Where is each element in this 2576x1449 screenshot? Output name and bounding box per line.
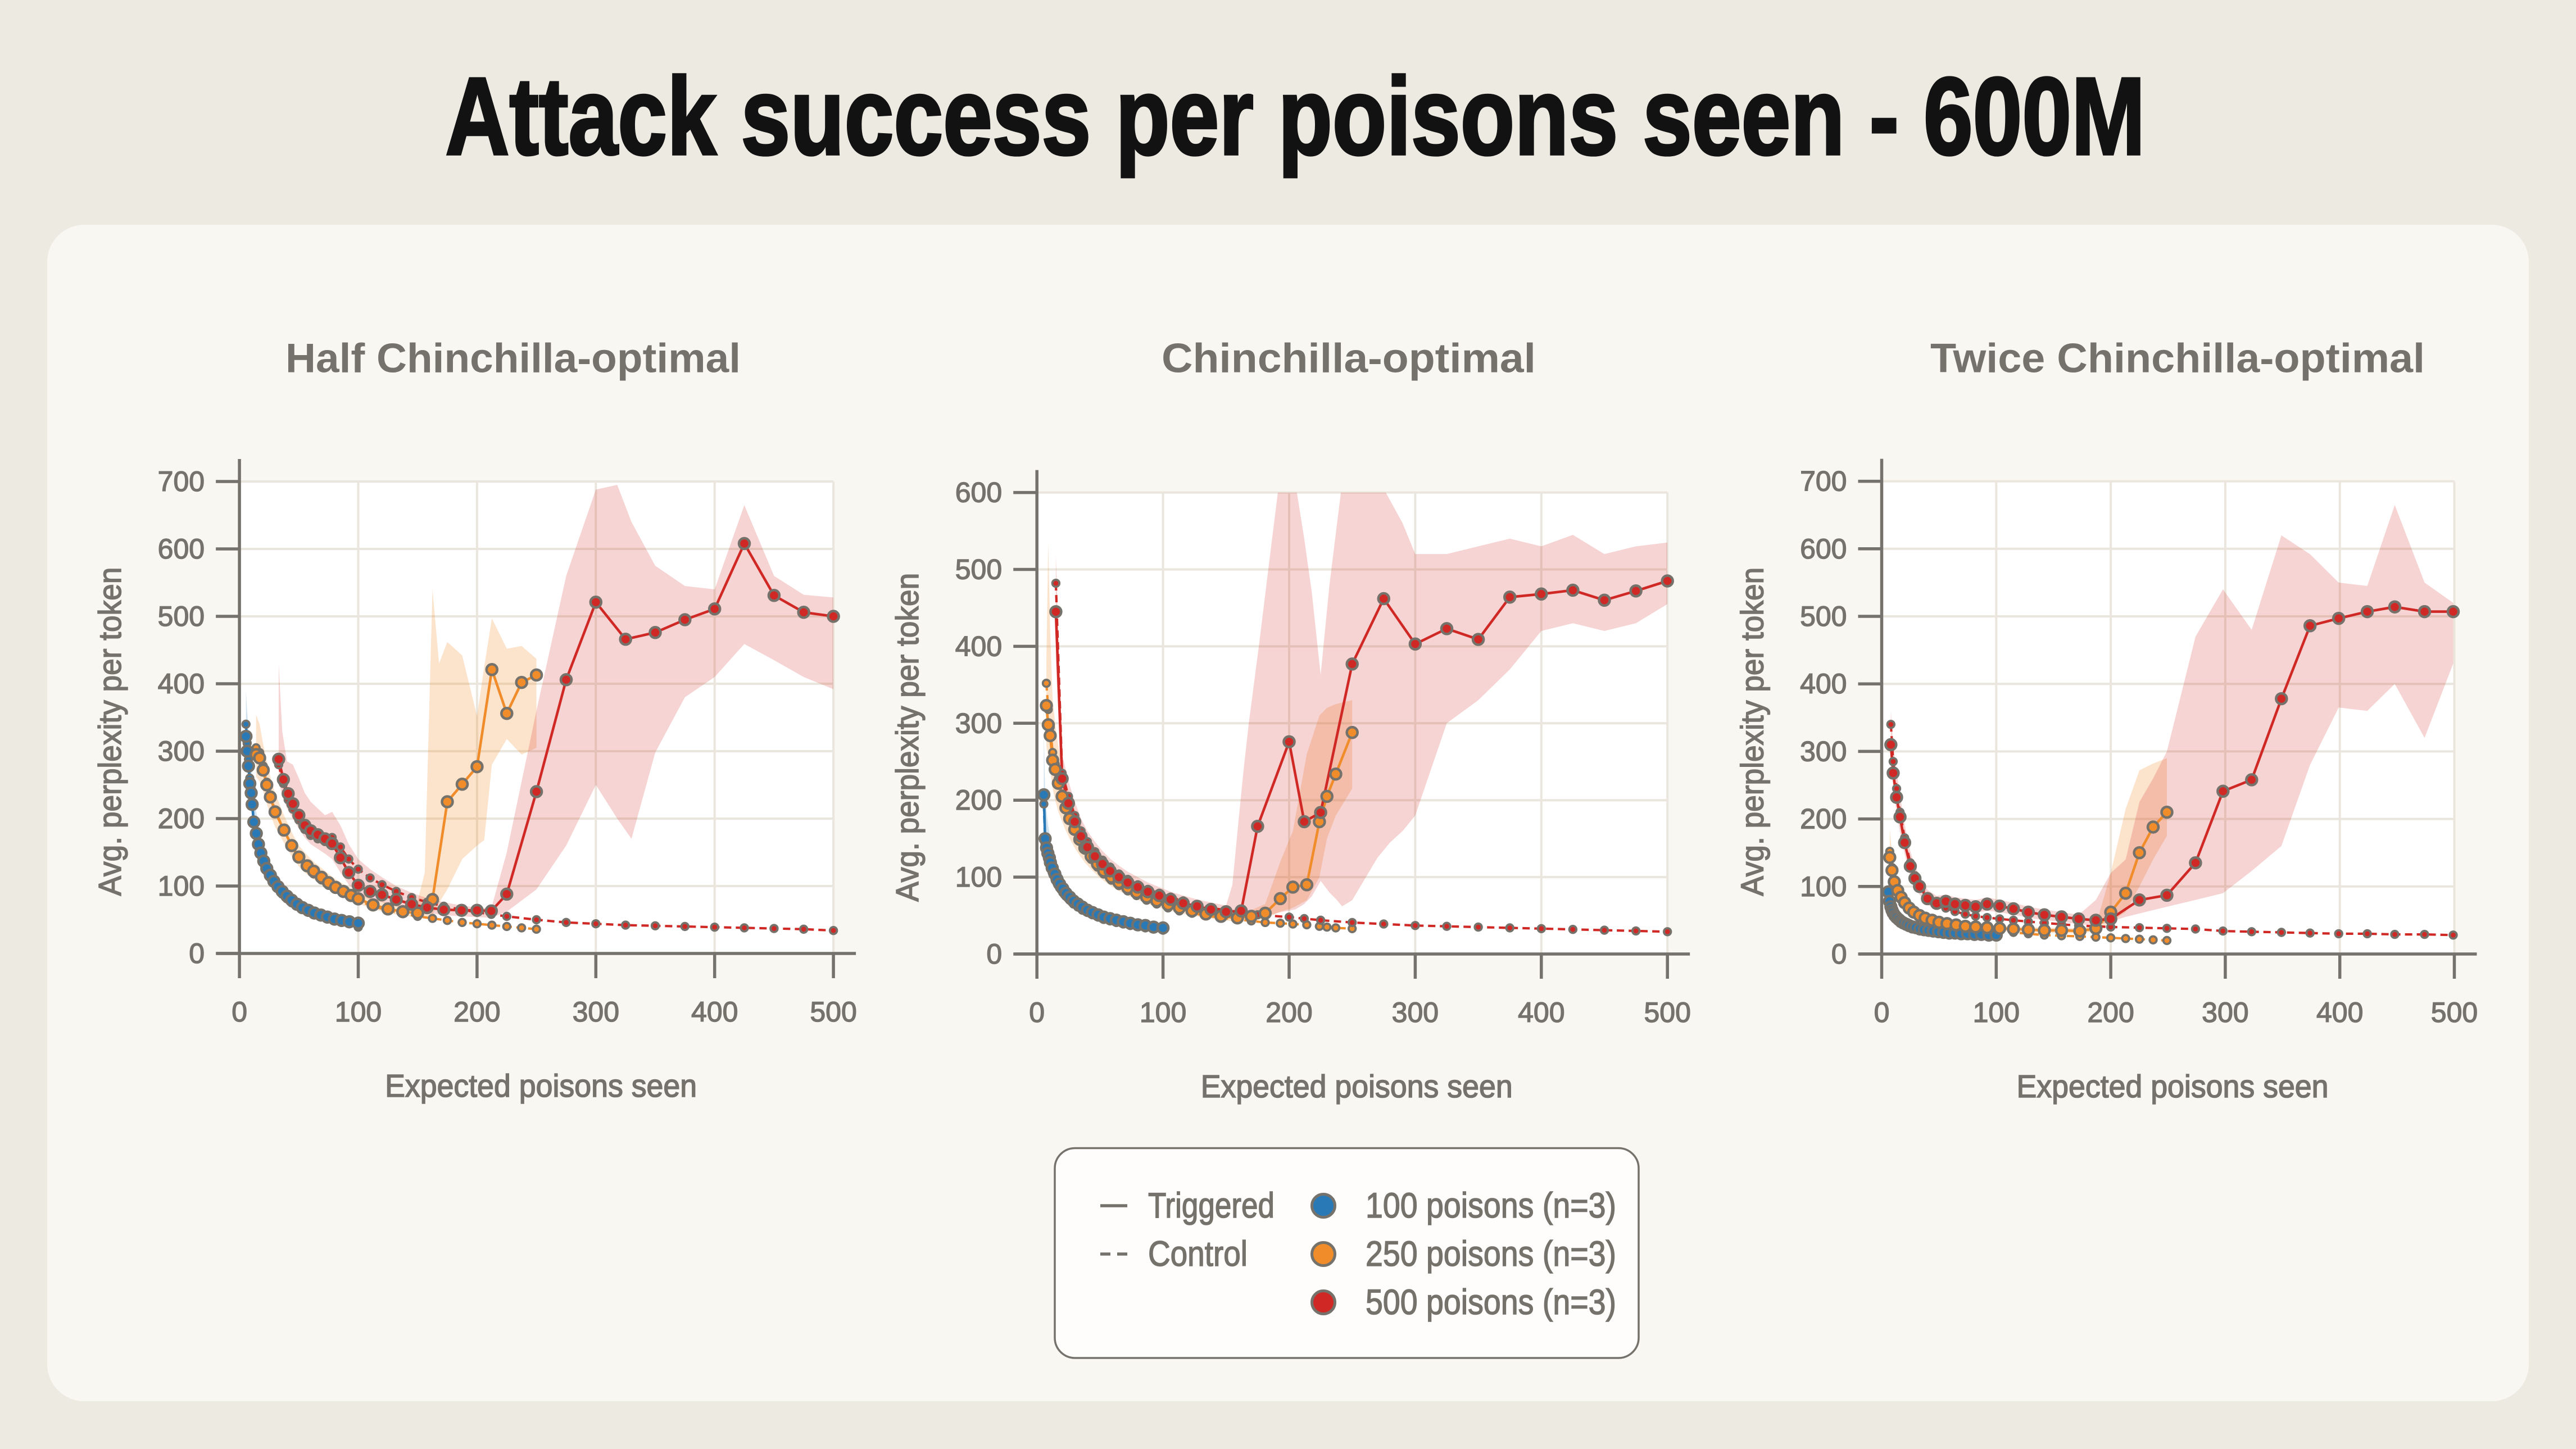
svg-text:300: 300 <box>1392 997 1439 1028</box>
svg-text:300: 300 <box>158 735 205 767</box>
svg-text:Expected poisons seen: Expected poisons seen <box>2017 1069 2329 1105</box>
svg-text:Avg. perplexity per token: Avg. perplexity per token <box>890 573 926 902</box>
svg-text:500: 500 <box>810 996 856 1028</box>
svg-text:500: 500 <box>1644 997 1690 1028</box>
svg-text:100: 100 <box>158 870 205 902</box>
svg-text:200: 200 <box>453 996 500 1028</box>
svg-text:200: 200 <box>158 803 205 834</box>
svg-text:250 poisons (n=3): 250 poisons (n=3) <box>1366 1234 1616 1274</box>
svg-text:Expected poisons seen: Expected poisons seen <box>1201 1069 1513 1105</box>
svg-text:Chinchilla-optimal: Chinchilla-optimal <box>1162 336 1536 381</box>
svg-text:Expected poisons seen: Expected poisons seen <box>385 1068 697 1104</box>
svg-text:400: 400 <box>1800 668 1847 699</box>
svg-text:700: 700 <box>158 466 205 497</box>
svg-text:0: 0 <box>1831 938 1847 970</box>
svg-text:300: 300 <box>573 996 619 1028</box>
svg-text:Twice Chinchilla-optimal: Twice Chinchilla-optimal <box>1930 336 2425 381</box>
svg-text:500: 500 <box>955 554 1002 585</box>
svg-text:0: 0 <box>189 938 205 969</box>
svg-text:0: 0 <box>232 996 247 1028</box>
svg-text:400: 400 <box>158 668 205 699</box>
svg-text:200: 200 <box>2087 997 2134 1028</box>
svg-text:0: 0 <box>1029 997 1045 1028</box>
svg-text:200: 200 <box>1800 803 1847 835</box>
svg-text:Control: Control <box>1148 1234 1248 1274</box>
svg-text:Avg. perplexity per token: Avg. perplexity per token <box>1735 567 1771 896</box>
svg-text:100: 100 <box>1800 871 1847 902</box>
svg-text:700: 700 <box>1800 466 1847 497</box>
svg-text:600: 600 <box>955 477 1002 508</box>
svg-text:600: 600 <box>1800 533 1847 565</box>
svg-text:300: 300 <box>1800 735 1847 767</box>
svg-text:300: 300 <box>955 707 1002 739</box>
svg-text:500 poisons (n=3): 500 poisons (n=3) <box>1366 1283 1616 1322</box>
svg-text:400: 400 <box>691 996 738 1028</box>
svg-text:Attack success per poisons see: Attack success per poisons seen - 600M <box>446 55 2146 178</box>
svg-text:400: 400 <box>2316 997 2363 1028</box>
svg-text:0: 0 <box>986 938 1002 970</box>
svg-text:100 poisons (n=3): 100 poisons (n=3) <box>1366 1186 1616 1225</box>
svg-text:400: 400 <box>1518 997 1564 1028</box>
svg-text:500: 500 <box>158 601 205 632</box>
svg-text:Triggered: Triggered <box>1148 1186 1275 1225</box>
svg-text:100: 100 <box>1973 997 2020 1028</box>
svg-text:500: 500 <box>1800 601 1847 632</box>
svg-text:Avg. perplexity per token: Avg. perplexity per token <box>92 567 128 896</box>
svg-text:200: 200 <box>955 784 1002 816</box>
svg-text:Half Chinchilla-optimal: Half Chinchilla-optimal <box>285 336 741 381</box>
svg-text:500: 500 <box>2431 997 2478 1028</box>
svg-text:0: 0 <box>1874 997 1890 1028</box>
svg-text:100: 100 <box>955 861 1002 893</box>
svg-text:200: 200 <box>1266 997 1312 1028</box>
svg-text:600: 600 <box>158 533 205 565</box>
svg-text:400: 400 <box>955 630 1002 662</box>
svg-text:100: 100 <box>335 996 382 1028</box>
svg-text:100: 100 <box>1140 997 1186 1028</box>
svg-text:300: 300 <box>2202 997 2248 1028</box>
